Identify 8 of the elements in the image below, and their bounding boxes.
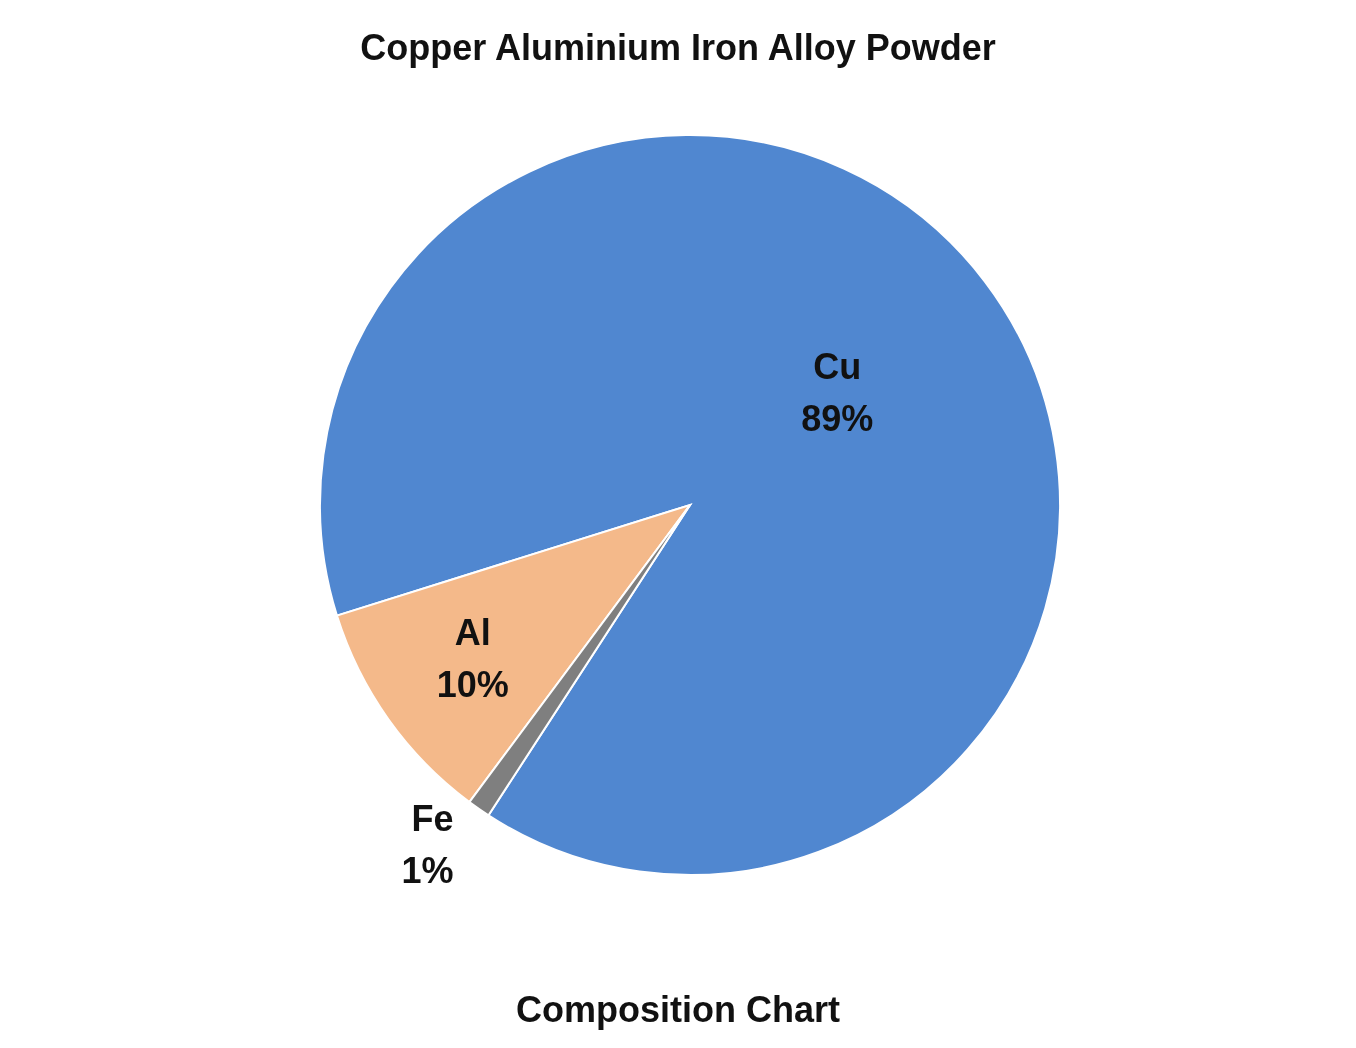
data-label: 1% [401, 850, 454, 892]
text: Composition Chart [516, 989, 840, 1030]
data-label: 10% [436, 664, 509, 706]
data-label: 89% [801, 398, 874, 440]
slice-label: Fe [411, 798, 454, 840]
chart-title: Copper Aluminium Iron Alloy Powder [360, 27, 996, 68]
slice-label: Al [454, 612, 491, 654]
slice-label: Cu [813, 346, 862, 388]
